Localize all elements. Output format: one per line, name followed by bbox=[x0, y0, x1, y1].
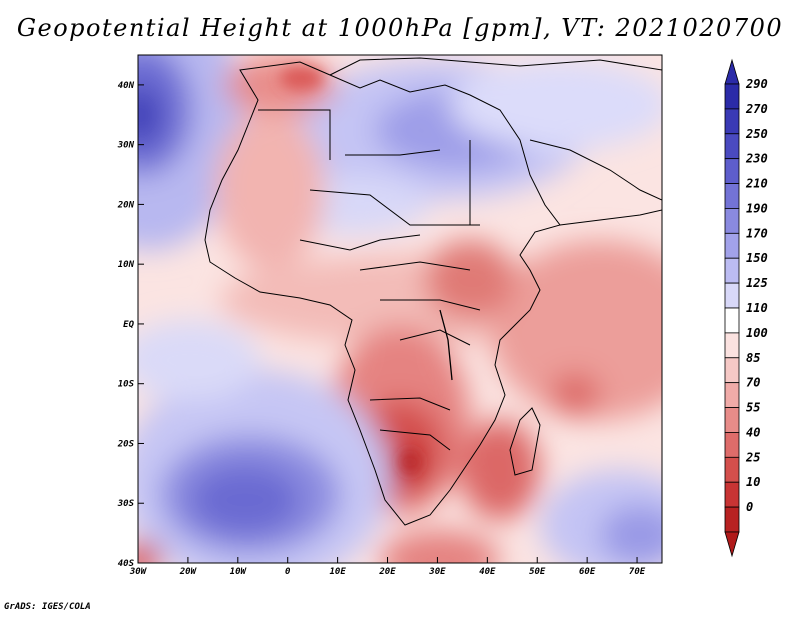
colorbar-swatch bbox=[724, 108, 740, 135]
page-title: Geopotential Height at 1000hPa [gpm], VT… bbox=[16, 14, 784, 42]
colorbar-swatch bbox=[724, 382, 740, 408]
colorbar-bottom-arrow bbox=[724, 531, 740, 558]
colorbar-label: 190 bbox=[746, 201, 768, 215]
colorbar-swatch bbox=[724, 307, 740, 334]
y-axis-ticks: 40N 30N 20N 10N EQ 10S 20S 30S 40S bbox=[117, 81, 144, 569]
colorbar-swatch bbox=[724, 456, 740, 483]
x-tick-label: 10W bbox=[230, 567, 248, 577]
colorbar: 2902702502302101901701501251101008570554… bbox=[724, 58, 768, 558]
colorbar-label: 125 bbox=[746, 276, 768, 290]
colorbar-label: 85 bbox=[746, 351, 760, 365]
colorbar-label: 250 bbox=[745, 127, 768, 141]
colorbar-label: 0 bbox=[746, 500, 753, 514]
colorbar-label: 25 bbox=[745, 450, 760, 464]
colorbar-swatch bbox=[724, 481, 740, 508]
x-tick-label: 60E bbox=[579, 567, 596, 577]
colorbar-swatch bbox=[724, 158, 740, 184]
colorbar-label: 170 bbox=[746, 226, 768, 240]
colorbar-label: 55 bbox=[746, 401, 760, 415]
colorbar-label: 290 bbox=[745, 77, 768, 91]
colorbar-swatch bbox=[724, 83, 740, 110]
colorbar-swatch bbox=[724, 232, 740, 259]
x-tick-label: 20W bbox=[179, 567, 198, 577]
x-tick-label: 50E bbox=[529, 567, 546, 577]
x-axis-ticks: 30W 20W 10W 0 10E 20E 30E 40E 50E 60E 70E bbox=[129, 557, 646, 577]
x-tick-label: 40E bbox=[479, 567, 496, 577]
y-tick-label: 20N bbox=[117, 200, 135, 210]
y-tick-label: 30S bbox=[117, 499, 135, 509]
y-tick-label: 30N bbox=[117, 141, 135, 151]
colorbar-swatch bbox=[724, 407, 740, 433]
colorbar-swatch bbox=[724, 257, 740, 284]
colorbar-swatch bbox=[724, 133, 740, 160]
colorbar-swatch bbox=[724, 208, 740, 234]
colorbar-label: 230 bbox=[745, 152, 768, 166]
colorbar-swatch bbox=[724, 282, 740, 309]
colorbar-swatch bbox=[724, 332, 740, 359]
x-tick-label: 30W bbox=[129, 567, 148, 577]
y-tick-label: EQ bbox=[123, 320, 134, 330]
y-tick-label: 40S bbox=[118, 559, 135, 569]
colorbar-swatch bbox=[724, 183, 740, 209]
x-tick-label: 30E bbox=[428, 567, 446, 577]
colorbar-label: 210 bbox=[745, 177, 768, 191]
y-tick-label: 40N bbox=[118, 81, 135, 91]
footer-credit: GrADS: IGES/COLA bbox=[4, 602, 91, 612]
colorbar-label: 10 bbox=[746, 475, 760, 489]
colorbar-top-arrow bbox=[724, 58, 740, 85]
y-tick-label: 10S bbox=[118, 380, 135, 390]
colorbar-swatch bbox=[724, 357, 740, 384]
colorbar-label: 150 bbox=[746, 251, 768, 265]
x-tick-label: 70E bbox=[629, 567, 646, 577]
colorbar-label: 110 bbox=[746, 301, 768, 315]
colorbar-label: 270 bbox=[745, 102, 768, 116]
x-tick-label: 20E bbox=[378, 567, 396, 577]
colorbar-label: 100 bbox=[746, 326, 768, 340]
y-tick-label: 20S bbox=[117, 439, 135, 449]
x-tick-label: 0 bbox=[285, 567, 291, 577]
colorbar-label: 40 bbox=[746, 425, 760, 439]
plot-frame bbox=[137, 54, 663, 564]
y-tick-label: 10N bbox=[118, 260, 135, 270]
coastlines bbox=[204, 57, 662, 526]
colorbar-label: 70 bbox=[746, 376, 760, 390]
x-tick-label: 10E bbox=[329, 567, 346, 577]
colorbar-swatch bbox=[724, 432, 740, 458]
colorbar-swatch bbox=[724, 506, 740, 533]
height-field bbox=[138, 55, 662, 563]
